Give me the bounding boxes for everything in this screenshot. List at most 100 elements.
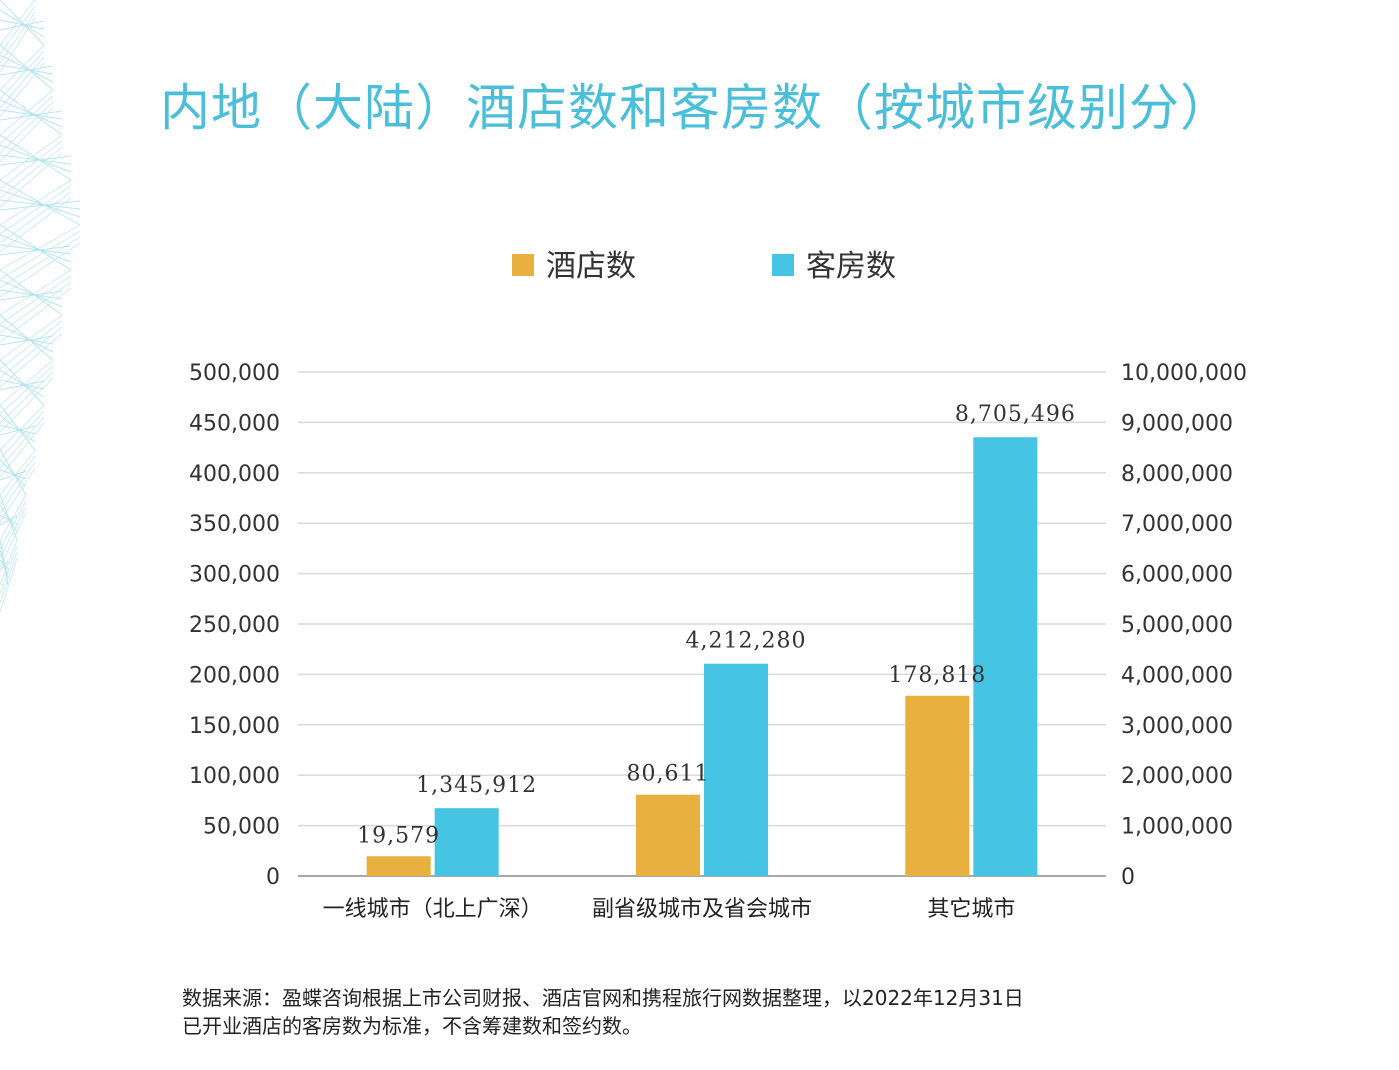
wireframe-line bbox=[0, 410, 45, 460]
wireframe-line bbox=[0, 359, 54, 406]
wireframe-line bbox=[0, 289, 63, 300]
wireframe-line bbox=[0, 470, 27, 481]
data-label-rooms: 8,705,496 bbox=[955, 402, 1076, 427]
wireframe-line bbox=[0, 140, 63, 190]
wireframe-line bbox=[0, 545, 18, 595]
left-tick-label: 350,000 bbox=[189, 512, 280, 537]
wireframe-line bbox=[0, 134, 72, 181]
data-source-note: 数据来源：盈蝶咨询根据上市公司财报、酒店官网和携程旅行网数据整理，以2022年1… bbox=[182, 984, 1024, 1040]
wireframe-line bbox=[0, 494, 27, 541]
wireframe-line bbox=[0, 287, 72, 343]
wireframe-line bbox=[0, 369, 45, 398]
right-tick-label: 1,000,000 bbox=[1121, 815, 1233, 840]
wireframe-line bbox=[0, 380, 45, 391]
wireframe-line bbox=[0, 424, 36, 435]
wireframe-line bbox=[0, 200, 81, 211]
wireframe-line bbox=[0, 449, 36, 496]
wireframe-line bbox=[0, 101, 54, 154]
right-tick-label: 7,000,000 bbox=[1121, 512, 1233, 537]
wireframe-line bbox=[0, 44, 54, 91]
wireframe-line bbox=[0, 107, 54, 163]
wireframe-line bbox=[0, 504, 18, 533]
wireframe-line bbox=[0, 109, 63, 120]
left-tick-label: 0 bbox=[266, 865, 280, 890]
wireframe-line bbox=[0, 314, 54, 361]
wireframe-line bbox=[0, 64, 54, 75]
wireframe-line bbox=[0, 191, 72, 244]
left-tick-label: 300,000 bbox=[189, 563, 280, 588]
wireframe-line bbox=[0, 5, 36, 55]
wireframe-line bbox=[0, 95, 54, 145]
wireframe-line bbox=[0, 515, 18, 526]
wireframe-line bbox=[0, 314, 63, 361]
wireframe-line bbox=[0, 324, 54, 353]
wireframe-line bbox=[0, 549, 9, 578]
wireframe-line bbox=[0, 197, 72, 253]
data-label-hotels: 178,818 bbox=[888, 663, 986, 688]
wireframe-line bbox=[0, 512, 27, 568]
wireframe-line bbox=[0, 559, 9, 570]
left-tick-label: 50,000 bbox=[203, 815, 280, 840]
page-title: 内地（大陆）酒店数和客房数（按城市级别分） bbox=[160, 79, 1231, 137]
wireframe-line bbox=[0, 359, 45, 406]
left-tick-label: 450,000 bbox=[189, 411, 280, 436]
category-label: 其它城市 bbox=[927, 897, 1015, 922]
wireframe-line bbox=[0, 65, 54, 76]
right-tick-label: 6,000,000 bbox=[1121, 563, 1233, 588]
data-label-rooms: 4,212,280 bbox=[686, 629, 807, 654]
bar-hotels bbox=[905, 695, 970, 876]
data-label-rooms: 1,345,912 bbox=[416, 773, 537, 798]
left-tick-label: 200,000 bbox=[189, 663, 280, 688]
wireframe-line bbox=[0, 179, 81, 226]
wireframe-line bbox=[0, 365, 54, 415]
wireframe-line bbox=[0, 242, 81, 298]
wireframe-decoration bbox=[0, 0, 81, 613]
right-tick-label: 3,000,000 bbox=[1121, 714, 1233, 739]
legend-label-hotels: 酒店数 bbox=[546, 249, 636, 284]
right-tick-label: 0 bbox=[1121, 865, 1135, 890]
wireframe-line bbox=[0, 269, 72, 316]
bar-hotels bbox=[366, 856, 431, 876]
wireframe-line bbox=[0, 425, 36, 436]
wireframe-line bbox=[0, 557, 18, 613]
data-label-hotels: 19,579 bbox=[357, 823, 440, 848]
wireframe-line bbox=[0, 404, 36, 451]
category-label: 副省级城市及省会城市 bbox=[592, 897, 812, 922]
wireframe-line bbox=[0, 459, 27, 488]
wireframe-line bbox=[0, 506, 27, 559]
wireframe-line bbox=[0, 334, 54, 345]
wireframe-line bbox=[0, 230, 81, 280]
wireframe-line bbox=[0, 154, 72, 165]
source-line-1: 数据来源：盈蝶咨询根据上市公司财报、酒店官网和携程旅行网数据整理，以2022年1… bbox=[182, 986, 1024, 1010]
bar-rooms bbox=[434, 808, 499, 876]
wireframe-line bbox=[0, 455, 36, 505]
right-tick-label: 4,000,000 bbox=[1121, 663, 1233, 688]
wireframe-line bbox=[0, 50, 45, 100]
wireframe-line bbox=[0, 539, 18, 586]
wireframe-line bbox=[0, 514, 18, 525]
wireframe-line bbox=[0, 414, 36, 443]
wireframe-line bbox=[0, 320, 63, 370]
left-tick-label: 100,000 bbox=[189, 764, 280, 789]
right-tick-label: 10,000,000 bbox=[1121, 361, 1247, 386]
left-tick-label: 400,000 bbox=[189, 462, 280, 487]
wireframe-line bbox=[0, 185, 72, 235]
wireframe-line bbox=[0, 189, 81, 218]
legend-swatch-rooms bbox=[772, 254, 794, 276]
bar-rooms bbox=[973, 437, 1038, 876]
wireframe-line bbox=[0, 199, 81, 210]
wireframe-line bbox=[0, 19, 45, 30]
wireframe-line bbox=[0, 0, 45, 46]
wireframe-line bbox=[0, 326, 63, 379]
right-tick-label: 2,000,000 bbox=[1121, 764, 1233, 789]
wireframe-line bbox=[0, 20, 45, 31]
wireframe-line bbox=[0, 224, 81, 271]
wireframe-line bbox=[0, 0, 36, 46]
right-tick-label: 9,000,000 bbox=[1121, 411, 1233, 436]
wireframe-line bbox=[0, 99, 63, 128]
left-tick-label: 150,000 bbox=[189, 714, 280, 739]
wireframe-line bbox=[0, 110, 63, 121]
wireframe-line bbox=[0, 269, 63, 316]
wireframe-line bbox=[0, 332, 63, 388]
wireframe-line bbox=[0, 144, 72, 173]
